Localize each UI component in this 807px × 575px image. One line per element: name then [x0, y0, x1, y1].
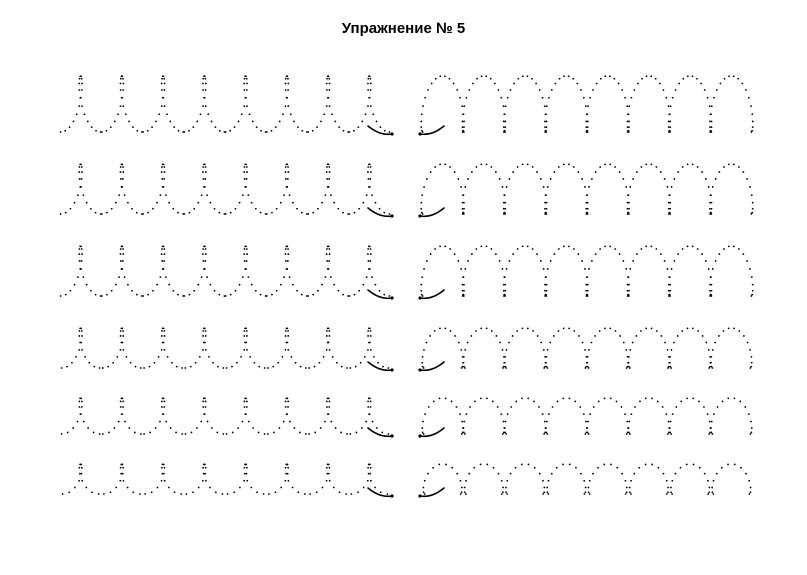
tracing-row-svg	[0, 228, 807, 310]
page-title: Упражнение № 5	[0, 0, 807, 37]
tracing-row	[0, 446, 807, 506]
tracing-row	[0, 228, 807, 310]
tracing-row	[0, 310, 807, 380]
tracing-row	[0, 58, 807, 146]
tracing-row-svg	[0, 310, 807, 380]
tracing-row-svg	[0, 58, 807, 146]
tracing-row-svg	[0, 380, 807, 446]
tracing-row-svg	[0, 446, 807, 506]
tracing-row	[0, 380, 807, 446]
tracing-row	[0, 146, 807, 228]
worksheet-rows	[0, 58, 807, 506]
tracing-row-svg	[0, 146, 807, 228]
